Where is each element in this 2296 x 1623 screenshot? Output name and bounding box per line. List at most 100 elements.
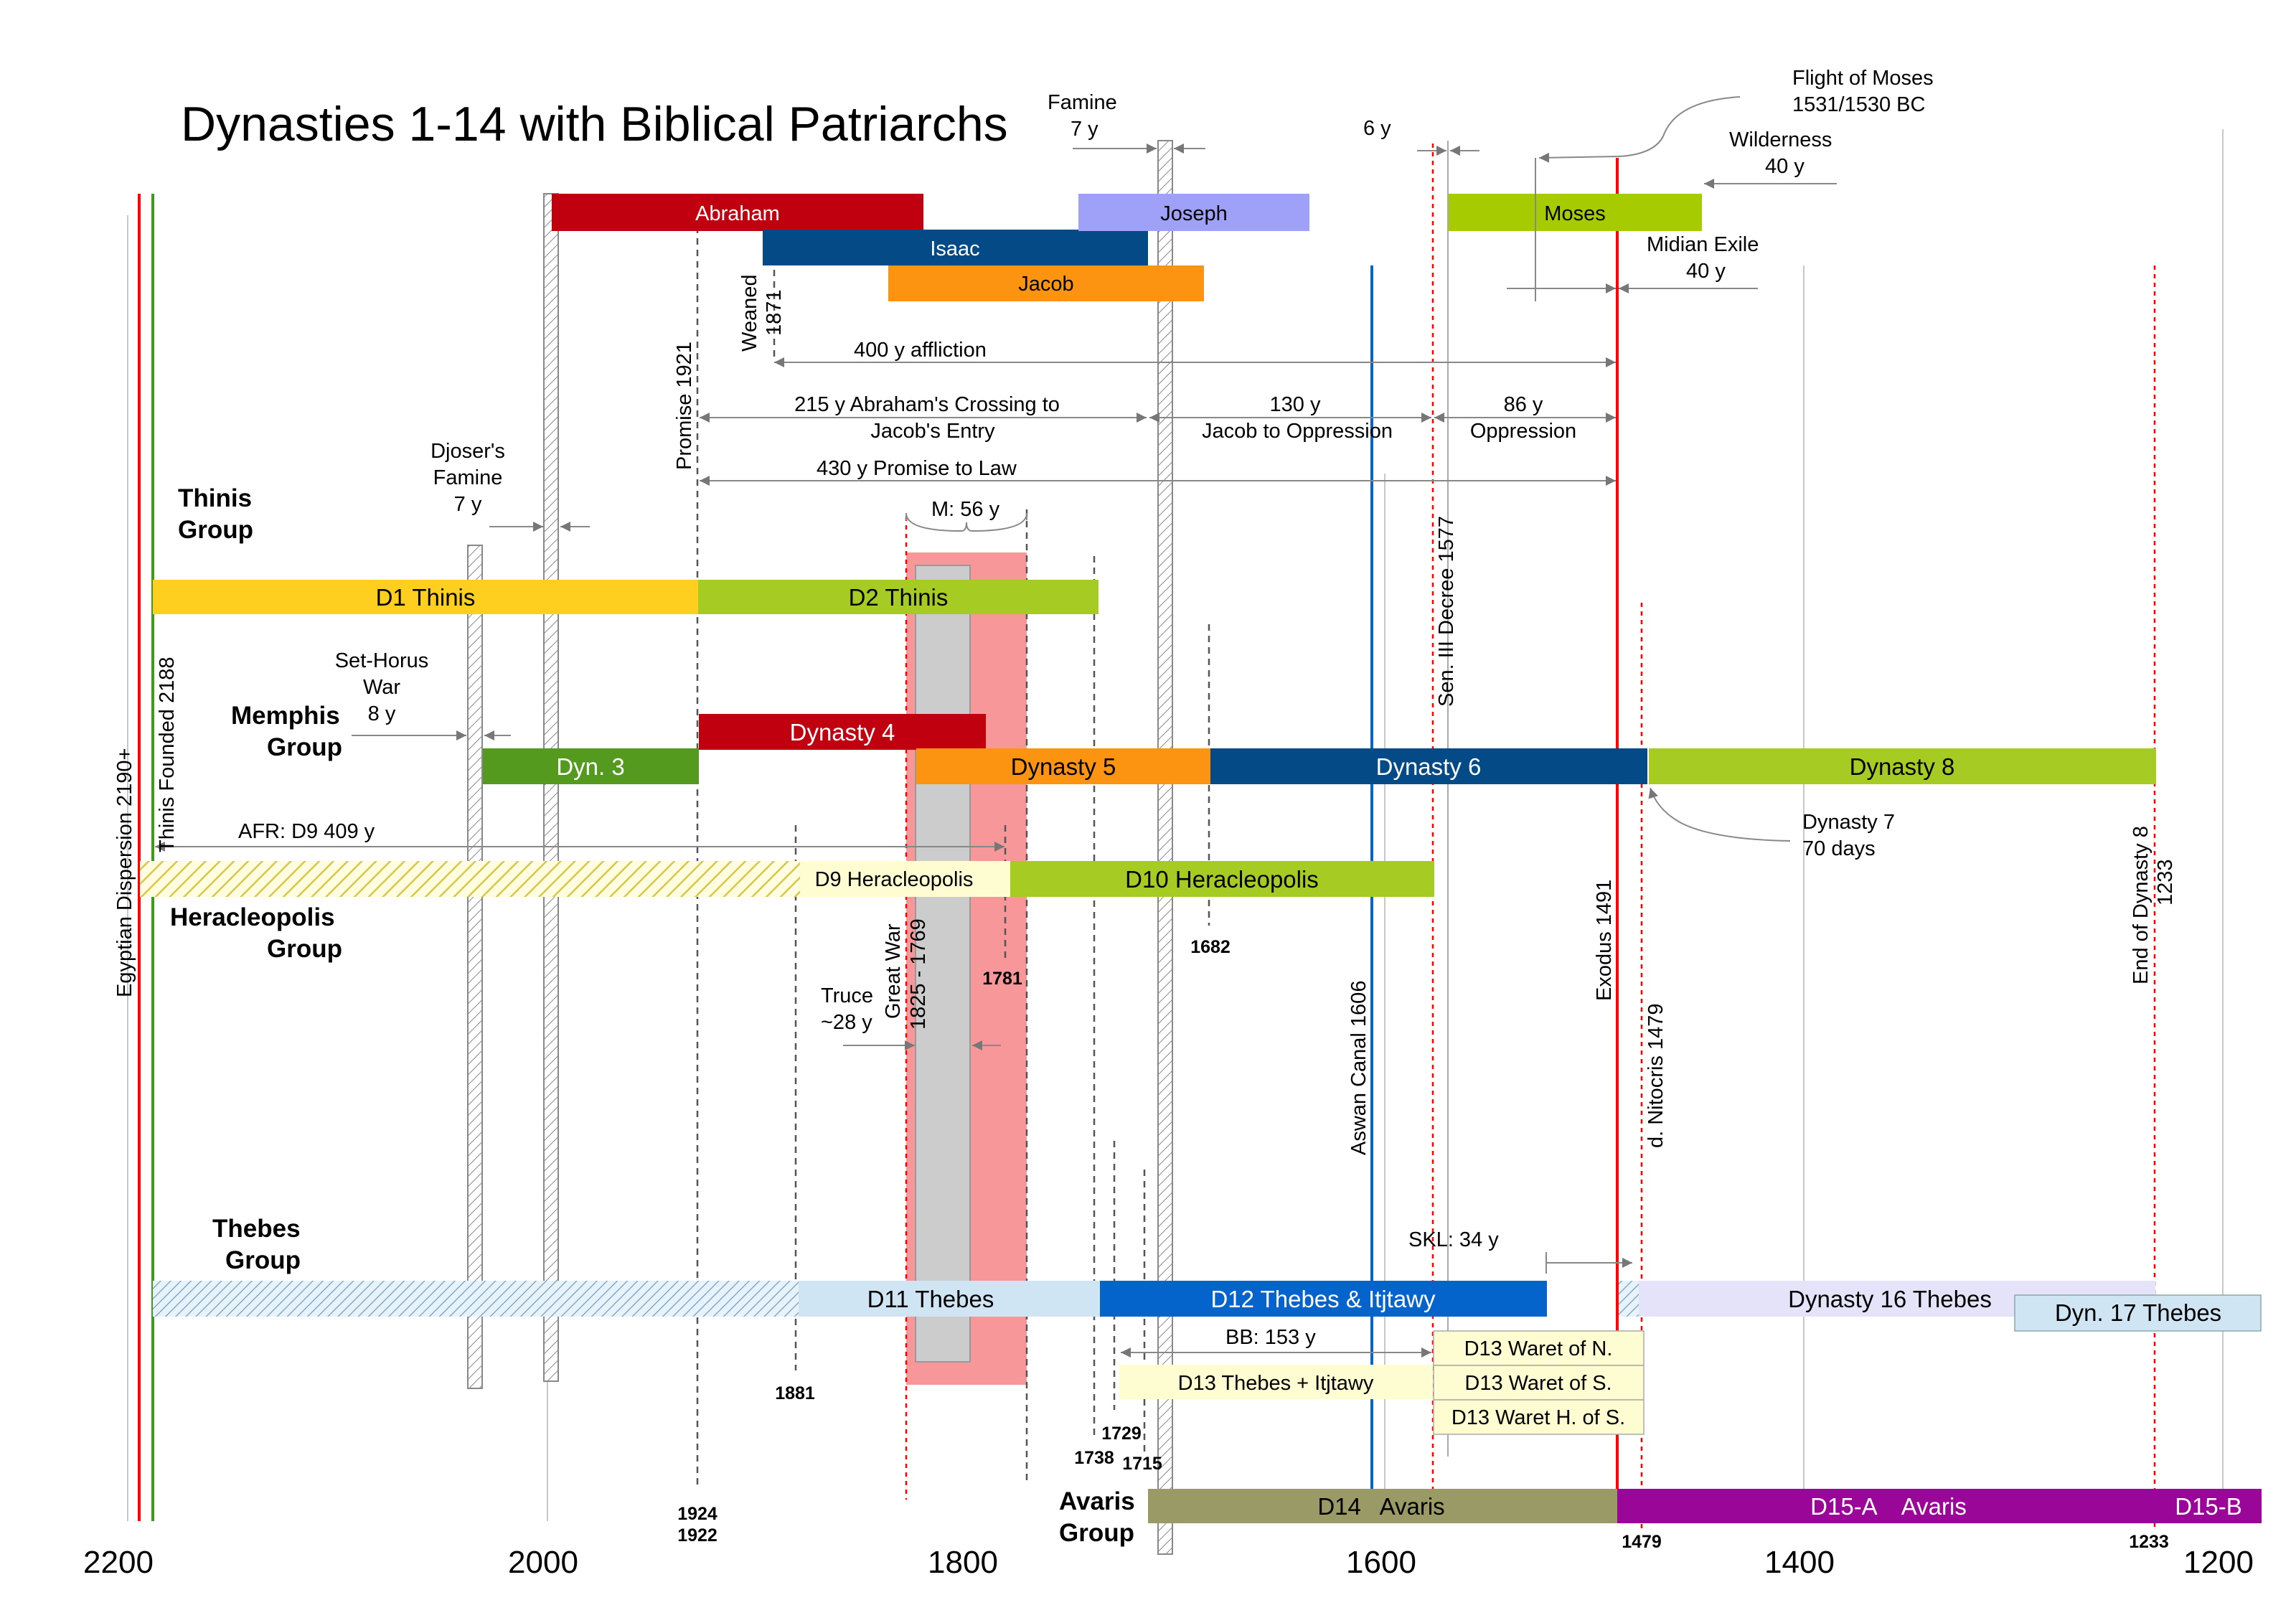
year-mark-1781: 1781 bbox=[982, 969, 1022, 989]
great-war-label: Great War 1825 - 1769 bbox=[882, 918, 930, 1030]
famine-label: Famine 7 y bbox=[1048, 91, 1117, 141]
d13d-bar[interactable] bbox=[1433, 1399, 1645, 1435]
d5-bar[interactable] bbox=[916, 748, 1210, 784]
d6-label: Dynasty 6 bbox=[1376, 753, 1482, 780]
isaac-bar[interactable] bbox=[763, 230, 1148, 265]
year-mark-1924: 1924 bbox=[677, 1504, 718, 1524]
avaris-group-label: Avaris Group bbox=[1059, 1487, 1135, 1547]
d13a-bar[interactable] bbox=[1119, 1365, 1433, 1399]
x-tick-2200: 2200 bbox=[83, 1545, 154, 1580]
d4-label: Dynasty 4 bbox=[790, 719, 895, 745]
abraham-label: Abraham bbox=[695, 202, 780, 225]
span-labels: Famine 7 y 6 y Flight of Moses 1531/1530 B… bbox=[238, 67, 1934, 1349]
abraham-bar[interactable] bbox=[552, 194, 923, 231]
dynasty-7-label: Dynasty 7 70 days bbox=[1802, 811, 1895, 860]
memphis-group-label: Memphis Group bbox=[231, 702, 342, 761]
d4-bar[interactable] bbox=[699, 714, 986, 750]
x-tick-1600: 1600 bbox=[1346, 1545, 1416, 1580]
d11-bar[interactable] bbox=[799, 1281, 1100, 1317]
dynasty-bars: D1 Thinis D2 Thinis Dynasty 4 Dyn. 3 Dyn… bbox=[140, 580, 2262, 1523]
moses-label: Moses bbox=[1544, 202, 1605, 225]
midian-exile-label: Midian Exile 40 y bbox=[1647, 233, 1759, 283]
x-axis: 2200 2000 1800 1600 1400 1200 bbox=[83, 1545, 2254, 1580]
moses-bar[interactable] bbox=[1449, 194, 1702, 231]
d13b-label: D13 Waret of N. bbox=[1464, 1337, 1613, 1360]
year-mark-1715: 1715 bbox=[1122, 1454, 1162, 1474]
group-labels: Thinis Group Memphis Group Heracleopolis Gr… bbox=[170, 484, 1135, 1547]
vertical-labels: Weaned1871 Promise 1921 Sen. III Decree … bbox=[113, 275, 2177, 1156]
oppression-label: 86 y Oppression bbox=[1470, 393, 1576, 443]
year-mark-1729: 1729 bbox=[1101, 1424, 1142, 1444]
end-dynasty-8-label: End of Dynasty 81233 bbox=[2130, 826, 2177, 984]
crossing-label: 215 y Abraham's Crossing to Jacob's Entry bbox=[794, 393, 1060, 443]
d15b-label: D15-B bbox=[2175, 1493, 2242, 1520]
year-mark-1738: 1738 bbox=[1074, 1448, 1114, 1468]
isaac-label: Isaac bbox=[930, 237, 979, 260]
d1-label: D1 Thinis bbox=[376, 584, 476, 611]
year-mark-1922: 1922 bbox=[677, 1525, 718, 1546]
x-tick-1800: 1800 bbox=[928, 1545, 998, 1580]
afr-label: AFR: D9 409 y bbox=[238, 820, 375, 843]
d9-label: D9 Heracleopolis bbox=[815, 868, 974, 891]
joseph-bar[interactable] bbox=[1078, 194, 1309, 231]
wilderness-label: Wilderness 40 y bbox=[1729, 128, 1832, 178]
jacob-label: Jacob bbox=[1018, 273, 1073, 296]
d15a-label: D15-A Avaris bbox=[1810, 1493, 1967, 1520]
x-tick-2000: 2000 bbox=[508, 1545, 578, 1580]
d1-bar[interactable] bbox=[153, 580, 698, 614]
truce-label: Truce ~28 y bbox=[821, 984, 873, 1034]
thinis-founded-label: Thinis Founded 2188 bbox=[156, 657, 179, 852]
joseph-label: Joseph bbox=[1160, 202, 1228, 225]
d15b-bar[interactable] bbox=[2155, 1489, 2262, 1523]
promise-label: Promise 1921 bbox=[673, 342, 696, 470]
aswan-canal-label: Aswan Canal 1606 bbox=[1347, 981, 1370, 1155]
d13d-label: D13 Waret H. of S. bbox=[1452, 1406, 1625, 1429]
patriarch-bars: Abraham Isaac Jacob Joseph Moses bbox=[552, 194, 1702, 301]
great-war-grey-zone bbox=[915, 565, 971, 1363]
d10-label: D10 Heracleopolis bbox=[1125, 866, 1319, 893]
d17-label: Dyn. 17 Thebes bbox=[2055, 1299, 2221, 1326]
x-tick-1400: 1400 bbox=[1764, 1545, 1835, 1580]
affliction-label: 400 y affliction bbox=[854, 339, 987, 362]
d14-bar[interactable] bbox=[1148, 1489, 1617, 1523]
d2-label: D2 Thinis bbox=[849, 584, 949, 611]
d12-bar[interactable] bbox=[1100, 1281, 1547, 1317]
djoser-famine-label: Djoser's Famine 7 y bbox=[430, 440, 505, 516]
djoser-famine-column bbox=[467, 545, 483, 1389]
senusret-decree-label: Sen. III Decree 1577 bbox=[1435, 516, 1458, 707]
year-mark-1682: 1682 bbox=[1190, 937, 1231, 957]
thinis-group-label: Thinis Group bbox=[178, 484, 253, 544]
d13c-bar[interactable] bbox=[1433, 1365, 1645, 1401]
skl-label: SKL: 34 y bbox=[1408, 1228, 1499, 1251]
exodus-label: Exodus 1491 bbox=[1593, 880, 1616, 1001]
d8-label: Dynasty 8 bbox=[1850, 753, 1955, 780]
d9-bar[interactable] bbox=[800, 861, 1010, 897]
d2-bar[interactable] bbox=[698, 580, 1098, 614]
d8-bar[interactable] bbox=[1649, 748, 2156, 784]
d16-hatched-bar bbox=[1619, 1281, 1639, 1317]
d17-bar[interactable] bbox=[2014, 1294, 2262, 1332]
bb-label: BB: 153 y bbox=[1225, 1326, 1316, 1349]
jacob-bar[interactable] bbox=[888, 265, 1204, 301]
year-mark-1881: 1881 bbox=[775, 1383, 815, 1403]
d10-bar[interactable] bbox=[1010, 861, 1434, 897]
d3-label: Dyn. 3 bbox=[556, 753, 624, 780]
d13b-bar[interactable] bbox=[1433, 1330, 1645, 1366]
dispersion-label: Egyptian Dispersion 2190+ bbox=[113, 748, 136, 997]
year-marks: 1682 1781 1881 1924 1922 1729 1738 1715 … bbox=[677, 937, 2169, 1552]
nitocris-label: d. Nitocris 1479 bbox=[1645, 1004, 1667, 1149]
d11-hatched-bar bbox=[153, 1281, 799, 1317]
d9-hatched-bar bbox=[140, 861, 800, 897]
six-y-label: 6 y bbox=[1363, 117, 1391, 140]
x-tick-1200: 1200 bbox=[2183, 1545, 2254, 1580]
d15a-bar[interactable] bbox=[1617, 1489, 2155, 1523]
d3-bar[interactable] bbox=[483, 748, 699, 784]
d5-label: Dynasty 5 bbox=[1011, 753, 1116, 780]
d11-label: D11 Thebes bbox=[867, 1286, 994, 1312]
weaned-label: Weaned1871 bbox=[738, 275, 786, 352]
span-arrows bbox=[155, 96, 1837, 1358]
d6-bar[interactable] bbox=[1210, 748, 1647, 784]
year-mark-1233: 1233 bbox=[2129, 1532, 2169, 1552]
year-mark-1479: 1479 bbox=[1622, 1532, 1662, 1552]
joseph-famine-column bbox=[1157, 140, 1173, 1555]
